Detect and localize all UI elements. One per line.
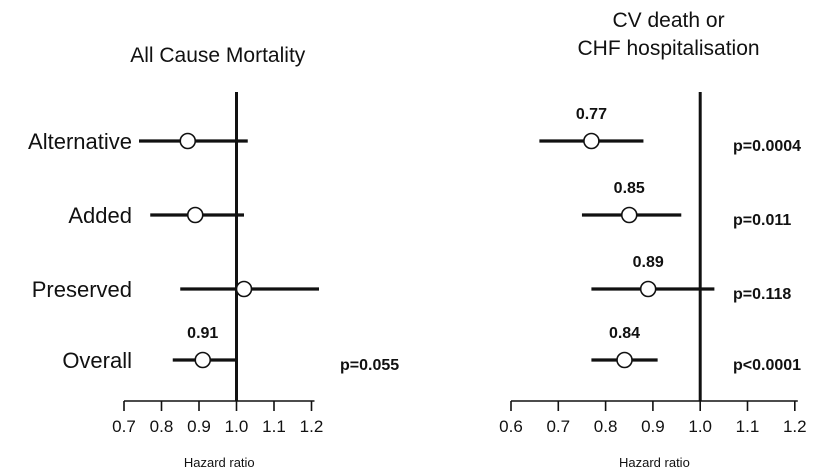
p-value-label-alternative: p=0.0004 — [733, 138, 801, 155]
x-tick-label: 1.0 — [225, 417, 249, 436]
x-tick-label: 0.8 — [150, 417, 174, 436]
estimate-label-preserved: 0.89 — [633, 254, 664, 271]
x-tick-label: 1.0 — [688, 417, 712, 436]
x-tick-label: 1.1 — [736, 417, 760, 436]
estimate-point-alternative — [583, 132, 600, 150]
estimate-label-added: 0.85 — [614, 180, 645, 197]
row-label-alternative: Alternative — [28, 129, 132, 154]
estimate-point-alternative — [179, 132, 197, 150]
p-value-label-added: p=0.011 — [733, 212, 791, 229]
estimate-label-alternative: 0.77 — [576, 106, 607, 123]
estimate-label-overall: 0.91 — [187, 325, 218, 342]
x-axis-title: Hazard ratio — [619, 455, 690, 470]
estimate-point-added — [186, 206, 204, 224]
x-tick-label: 0.7 — [112, 417, 136, 436]
p-value-label-overall: p=0.055 — [340, 357, 399, 374]
panel-title: All Cause Mortality — [130, 44, 306, 67]
x-axis-title: Hazard ratio — [184, 455, 255, 470]
forest-panel-2: CV death or CHF hospitalisation 0.6 0.7 0.8 0… — [499, 9, 806, 470]
estimate-point-overall — [194, 351, 212, 369]
x-tick-label: 0.8 — [594, 417, 618, 436]
panel-title-line: CV death or — [613, 9, 725, 32]
x-tick-label: 1.2 — [300, 417, 324, 436]
x-tick-label: 0.7 — [546, 417, 570, 436]
x-tick-label: 1.1 — [262, 417, 286, 436]
p-value-label-overall: p<0.0001 — [733, 357, 801, 374]
estimate-point-overall — [616, 351, 633, 369]
estimate-point-added — [620, 206, 638, 224]
x-tick-label: 0.9 — [641, 417, 665, 436]
estimate-label-overall: 0.84 — [609, 325, 640, 342]
row-label-preserved: Preserved — [32, 277, 132, 302]
x-tick-label: 1.2 — [783, 417, 807, 436]
x-tick-label: 0.6 — [499, 417, 523, 436]
row-label-added: Added — [68, 203, 132, 228]
estimate-point-preserved — [639, 280, 657, 298]
panel-title-line: CHF hospitalisation — [578, 37, 760, 60]
estimate-point-preserved — [235, 280, 253, 298]
row-label-overall: Overall — [62, 348, 132, 373]
x-tick-label: 0.9 — [187, 417, 211, 436]
forest-panel-1: All Cause Mortality 0.7 0.8 0.9 1.0 1.1 1.2 Haz… — [112, 44, 399, 470]
p-value-label-preserved: p=0.118 — [733, 286, 791, 303]
